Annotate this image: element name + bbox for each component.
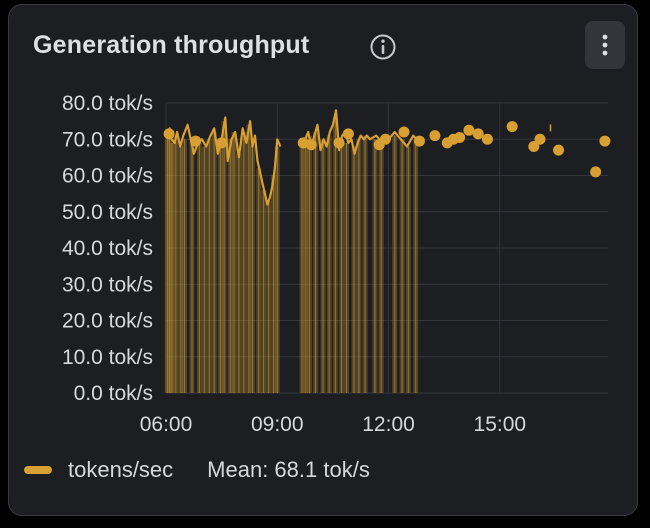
y-axis: 0.0 tok/s 10.0 tok/s 20.0 tok/s 30.0 tok/s 4… xyxy=(62,92,153,405)
data-point xyxy=(599,135,611,147)
data-point xyxy=(472,128,484,140)
data-point xyxy=(429,130,441,142)
chart-panel: Generation throughput xyxy=(8,4,638,516)
data-point xyxy=(379,133,391,145)
y-tick-label: 80.0 tok/s xyxy=(62,92,153,115)
data-point xyxy=(342,128,354,140)
y-tick-label: 60.0 tok/s xyxy=(62,165,153,188)
data-point xyxy=(190,135,202,147)
data-point xyxy=(528,141,540,152)
data-point xyxy=(590,166,602,178)
x-tick-label: 09:00 xyxy=(251,413,304,436)
legend-series-swatch xyxy=(24,466,52,474)
info-icon[interactable] xyxy=(369,33,397,61)
y-tick-label: 50.0 tok/s xyxy=(62,201,153,224)
data-point xyxy=(333,137,345,149)
y-tick-label: 70.0 tok/s xyxy=(62,128,153,151)
data-point xyxy=(553,144,565,156)
data-point xyxy=(506,121,518,133)
legend-series-label[interactable]: tokens/sec xyxy=(68,457,174,482)
chart-legend[interactable]: tokens/sec Mean: 68.1 tok/s xyxy=(24,455,370,485)
chart-bars xyxy=(164,117,419,393)
x-tick-label: 06:00 xyxy=(140,413,193,436)
y-tick-label: 20.0 tok/s xyxy=(62,310,153,333)
legend-mean-value: Mean: 68.1 tok/s xyxy=(207,457,370,482)
data-point xyxy=(305,139,317,151)
data-point xyxy=(463,124,475,136)
y-tick-label: 40.0 tok/s xyxy=(62,237,153,260)
x-tick-label: 15:00 xyxy=(474,413,527,436)
x-axis: 06:00 09:00 12:00 15:00 xyxy=(140,413,526,436)
y-tick-label: 10.0 tok/s xyxy=(62,346,153,369)
panel-title: Generation throughput xyxy=(33,31,310,59)
series-line xyxy=(165,116,282,206)
data-point xyxy=(534,133,546,145)
data-point xyxy=(454,131,466,143)
data-point xyxy=(481,133,493,145)
y-tick-label: 0.0 tok/s xyxy=(74,382,153,405)
data-point xyxy=(216,137,228,149)
kebab-menu-icon xyxy=(602,34,608,56)
y-tick-label: 30.0 tok/s xyxy=(62,273,153,296)
data-point xyxy=(398,126,410,138)
data-point xyxy=(413,135,425,147)
panel-menu-button[interactable] xyxy=(585,21,625,69)
x-tick-label: 12:00 xyxy=(362,413,415,436)
chart-points xyxy=(163,121,611,178)
data-point xyxy=(163,128,175,140)
